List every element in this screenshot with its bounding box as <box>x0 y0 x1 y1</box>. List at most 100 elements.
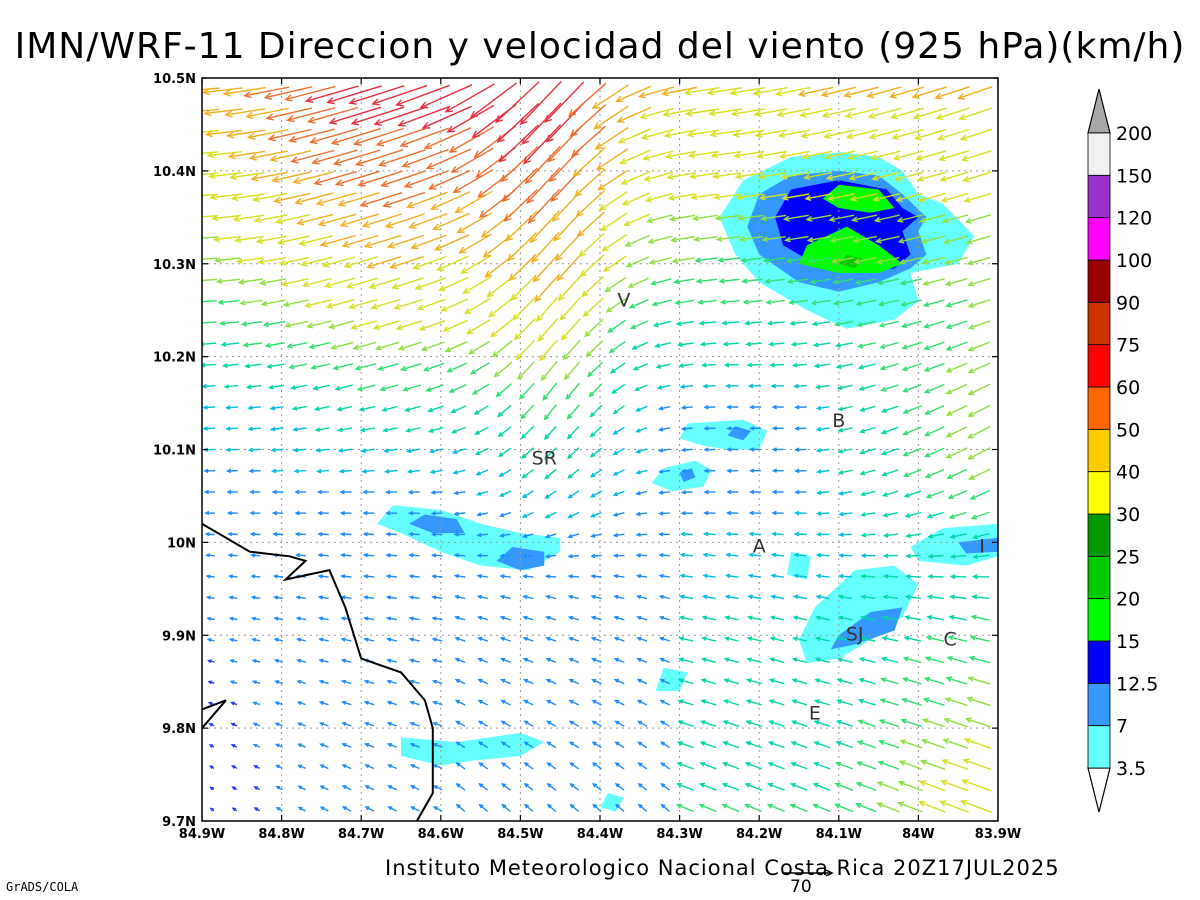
wind-vector <box>208 744 215 748</box>
wind-vector <box>700 699 717 706</box>
wind-vector <box>959 799 992 813</box>
wind-vector <box>680 531 693 537</box>
wind-vector <box>475 490 489 496</box>
wind-vector <box>900 299 922 307</box>
wind-vector <box>629 320 649 330</box>
wind-vector <box>591 720 602 727</box>
wind-vector <box>838 532 853 538</box>
wind-vector <box>386 743 397 748</box>
wind-vector <box>237 278 263 285</box>
wind-vector <box>605 298 627 313</box>
wind-vector <box>589 404 603 418</box>
wind-vector <box>563 361 581 381</box>
wind-vector <box>882 573 898 579</box>
wind-vector <box>387 764 397 770</box>
wind-vector <box>523 783 534 791</box>
wind-vector <box>949 554 967 559</box>
wind-vector <box>878 320 899 328</box>
wind-vector <box>363 637 375 642</box>
wind-vector <box>858 657 876 664</box>
wind-vector <box>274 701 283 706</box>
wind-vector <box>967 383 991 396</box>
wind-vector <box>429 469 443 475</box>
wind-vector <box>284 320 309 328</box>
wind-vector <box>215 278 240 285</box>
wind-vector <box>590 594 602 600</box>
wind-vector <box>276 235 310 246</box>
wind-vector <box>967 362 991 374</box>
wind-vector <box>702 383 716 389</box>
wind-vector <box>766 320 785 326</box>
wind-vector <box>522 657 534 664</box>
wind-vector <box>961 779 992 792</box>
wind-vector <box>319 234 356 248</box>
wind-vector <box>636 615 648 621</box>
wind-vector <box>362 489 375 495</box>
wind-vector <box>345 277 378 289</box>
wind-vector <box>486 275 514 298</box>
wind-vector <box>391 277 424 290</box>
wind-vector <box>293 468 307 474</box>
wind-vector <box>341 764 352 770</box>
wind-vector <box>434 234 470 251</box>
wind-vector <box>767 782 785 791</box>
wind-vector <box>945 425 968 438</box>
wind-vector <box>838 511 853 517</box>
wind-vector <box>881 615 899 621</box>
colorbar-swatch <box>1087 513 1111 557</box>
wind-vector <box>523 762 534 770</box>
wind-vector <box>260 299 286 307</box>
wind-vector <box>269 405 284 411</box>
wind-vector <box>793 552 807 558</box>
wind-vector <box>383 469 398 474</box>
wind-vector <box>612 532 625 538</box>
wind-vector <box>425 384 444 392</box>
wind-vector <box>569 762 580 770</box>
wind-vector <box>297 806 306 812</box>
wind-vector <box>923 362 945 372</box>
wind-vector <box>944 278 968 287</box>
wind-vector <box>785 257 809 264</box>
wind-vector <box>454 699 466 706</box>
wind-vector <box>701 594 716 600</box>
wind-vector <box>966 256 991 266</box>
wind-vector <box>291 405 307 411</box>
wind-vector <box>745 720 762 727</box>
wind-vector <box>744 762 763 770</box>
wind-vector <box>943 256 968 266</box>
wind-vector <box>207 659 215 664</box>
wind-vector <box>815 405 830 411</box>
wind-vector <box>397 341 423 351</box>
wind-vector <box>791 678 808 685</box>
wind-vector <box>902 656 922 664</box>
wind-vector <box>880 447 899 456</box>
wind-vector <box>523 720 534 727</box>
wind-vector <box>703 510 716 516</box>
wind-vector <box>462 276 492 294</box>
wind-vector <box>874 235 900 244</box>
wind-vector <box>203 468 216 474</box>
wind-vector <box>637 803 648 813</box>
wind-vector <box>813 699 831 706</box>
contour-20-0 <box>838 254 863 269</box>
wind-vector <box>498 533 511 538</box>
wind-vector <box>478 762 489 770</box>
wind-vector <box>409 721 420 727</box>
wind-vector <box>453 532 466 537</box>
wind-vector <box>473 405 489 415</box>
wind-vector <box>812 342 831 348</box>
wind-vector <box>967 299 991 308</box>
wind-vector <box>722 699 740 706</box>
wind-vector <box>591 678 602 685</box>
wind-vector <box>476 553 488 558</box>
wind-vector <box>747 615 762 621</box>
wind-vector <box>232 214 264 223</box>
wind-vector <box>836 657 853 664</box>
wind-vector <box>942 738 969 749</box>
wind-vector <box>814 678 830 685</box>
wind-vector <box>214 257 241 264</box>
wind-vector <box>922 278 945 286</box>
wind-vector <box>208 723 215 727</box>
wind-vector <box>275 785 283 791</box>
wind-vector <box>545 699 557 706</box>
